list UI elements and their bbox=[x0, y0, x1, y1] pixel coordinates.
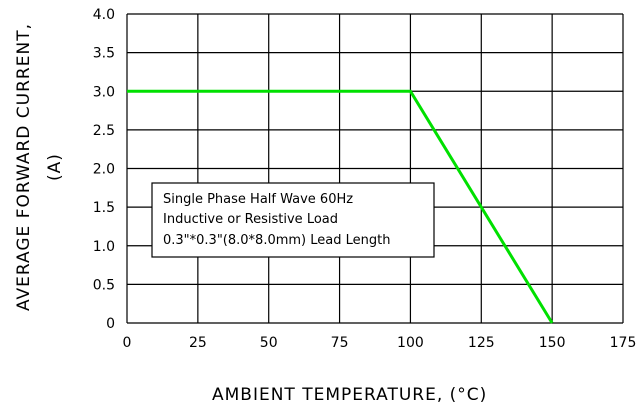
x-tick-label: 150 bbox=[539, 335, 566, 351]
y-tick-label: 1.0 bbox=[93, 239, 115, 255]
y-tick-label: 1.5 bbox=[93, 200, 115, 216]
grid bbox=[126, 13, 624, 324]
y-axis-title-line-2: (A) bbox=[45, 153, 65, 181]
x-axis-title: AMBIENT TEMPERATURE, (°C) bbox=[212, 385, 487, 405]
y-tick-label: 2.0 bbox=[93, 162, 115, 178]
annotation-line-3: 0.3"*0.3"(8.0*8.0mm) Lead Length bbox=[163, 233, 390, 248]
y-tick-label: 0.5 bbox=[93, 277, 115, 293]
annotation-box: Single Phase Half Wave 60Hz Inductive or… bbox=[151, 182, 435, 258]
x-tick-label: 100 bbox=[397, 335, 424, 351]
y-tick-label: 3.5 bbox=[93, 46, 115, 62]
y-axis-title-line-1: AVERAGE FORWARD CURRENT, bbox=[14, 23, 34, 311]
annotation-frame bbox=[151, 182, 435, 258]
x-tick-label: 0 bbox=[123, 335, 132, 351]
x-tick-label: 75 bbox=[331, 335, 349, 351]
series-line-0 bbox=[127, 89, 554, 324]
series bbox=[127, 89, 554, 324]
x-tick-label: 125 bbox=[468, 335, 495, 351]
annotation-line-1: Single Phase Half Wave 60Hz bbox=[163, 192, 353, 207]
annotation-line-2: Inductive or Resistive Load bbox=[163, 212, 338, 227]
x-tick-label: 25 bbox=[189, 335, 207, 351]
x-tick-label: 175 bbox=[610, 335, 637, 351]
y-tick-label: 4.0 bbox=[93, 7, 115, 23]
x-tick-label: 50 bbox=[260, 335, 278, 351]
tick-labels: 0 25 50 75 100 125 150 175 0 0.5 1.0 1.5 2.0 2.5 3.0 3.… bbox=[93, 7, 637, 351]
y-tick-label: 0 bbox=[106, 316, 115, 332]
y-tick-label: 2.5 bbox=[93, 123, 115, 139]
y-tick-label: 3.0 bbox=[93, 84, 115, 100]
